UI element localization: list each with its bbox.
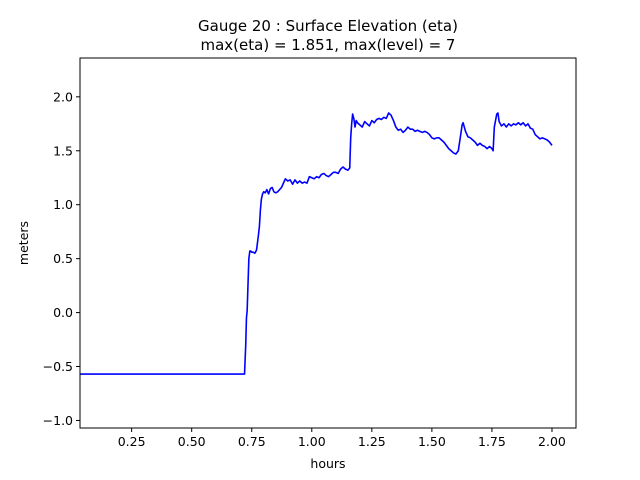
plot-frame <box>79 57 577 429</box>
chart-title: Gauge 20 : Surface Elevation (eta) <box>198 17 458 35</box>
x-tick-label: 1.50 <box>418 434 446 449</box>
x-tick-label: 1.75 <box>478 434 506 449</box>
y-tick-label: 1.5 <box>53 143 73 158</box>
chart-subtitle: max(eta) = 1.851, max(level) = 7 <box>201 36 456 54</box>
y-tick-label: 0.5 <box>53 251 73 266</box>
y-tick-label: 0.0 <box>53 305 73 320</box>
x-tick-label: 0.50 <box>178 434 206 449</box>
x-tick-label: 0.25 <box>118 434 146 449</box>
y-tick-label: −0.5 <box>43 359 73 374</box>
y-tick-label: 2.0 <box>53 89 73 104</box>
x-tick-label: 0.75 <box>238 434 266 449</box>
x-tick-label: 1.25 <box>358 434 386 449</box>
y-tick-label: 1.0 <box>53 197 73 212</box>
y-axis-ticks: −1.0 −0.5 0.0 0.5 1.0 1.5 2.0 <box>43 89 80 428</box>
y-tick-label: −1.0 <box>43 413 73 428</box>
plot-area <box>80 112 553 375</box>
x-tick-label: 1.00 <box>298 434 326 449</box>
series-line-0 <box>80 112 553 375</box>
x-axis-label: hours <box>310 456 345 471</box>
x-tick-label: 2.00 <box>538 434 566 449</box>
y-axis-label: meters <box>16 221 31 265</box>
x-axis-ticks: 0.25 0.50 0.75 1.00 1.25 1.50 1.75 2.00 <box>118 428 566 449</box>
